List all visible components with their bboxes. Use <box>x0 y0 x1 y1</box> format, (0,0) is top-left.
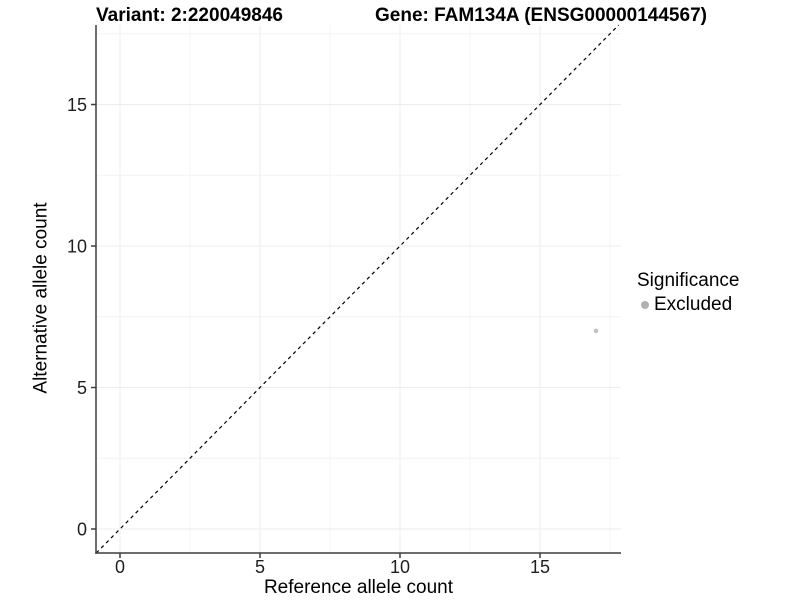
svg-text:15: 15 <box>530 557 550 577</box>
gene-title: Gene: FAM134A (ENSG00000144567) <box>375 5 707 26</box>
variant-title: Variant: 2:220049846 <box>96 5 283 26</box>
svg-text:15: 15 <box>67 95 87 115</box>
y-axis-title: Alternative allele count <box>30 202 52 394</box>
dot-icon <box>641 300 649 309</box>
svg-text:10: 10 <box>390 557 410 577</box>
svg-text:0: 0 <box>77 520 87 540</box>
legend-item-excluded: Excluded <box>637 294 739 316</box>
svg-text:5: 5 <box>255 557 265 577</box>
legend-item-label: Excluded <box>654 293 733 315</box>
svg-text:10: 10 <box>67 237 87 257</box>
legend: Significance Excluded <box>637 270 739 316</box>
x-axis-title: Reference allele count <box>263 577 454 598</box>
svg-text:0: 0 <box>115 557 125 577</box>
legend-title: Significance <box>637 270 740 291</box>
svg-text:5: 5 <box>77 378 87 398</box>
